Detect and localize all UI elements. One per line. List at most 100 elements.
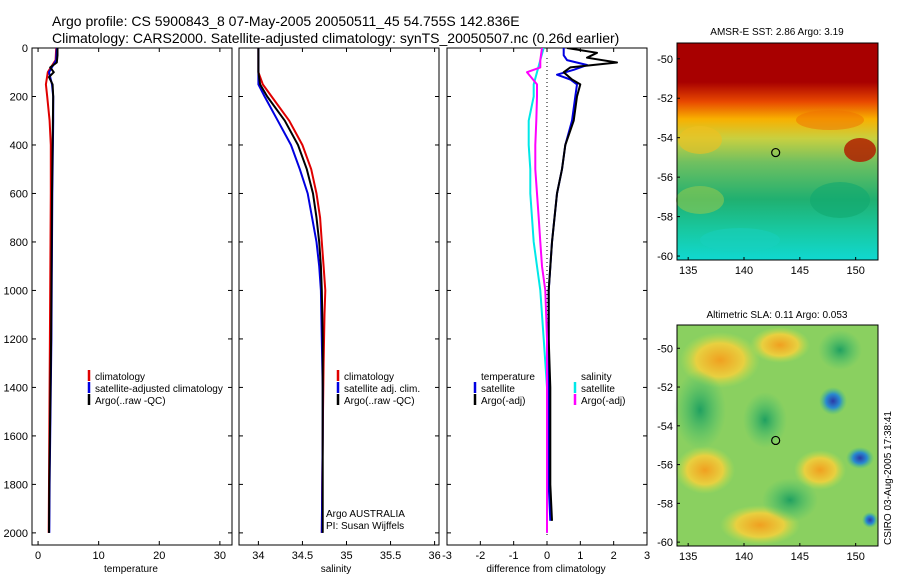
depth-tick-label: 2000: [4, 528, 28, 540]
temperature-panel: 0 200 400 600 800 1000 1200 1400 1600 1800 2000 0 1…: [4, 43, 233, 575]
sla-low-patch: [674, 370, 726, 450]
lon-tick-label: 140: [735, 551, 753, 563]
difference-legend-temperature: temperature satellite Argo(-adj): [473, 372, 535, 407]
temperature-axes-frame: [31, 47, 233, 546]
x-tick-label: 34: [252, 550, 264, 562]
sst-warm-patch: [844, 138, 876, 162]
difference-legend-salinity: salinity satellite Argo(-adj): [573, 372, 625, 407]
lat-tick-label: -50: [657, 343, 673, 355]
x-tick-label: 20: [153, 550, 165, 562]
sla-high-patch: [750, 327, 810, 363]
legend-label-salinity-argo: Argo(-adj): [581, 396, 625, 407]
temperature-xlabel: temperature: [104, 564, 158, 575]
lat-tick-label: -58: [657, 498, 673, 510]
series-line-argo-raw-qc: [48, 48, 59, 533]
float-pi-annotation: PI: Susan Wijffels: [326, 521, 404, 532]
depth-tick-label: 200: [10, 91, 28, 103]
x-tick-label: 0: [544, 550, 550, 562]
lon-tick-label: 145: [791, 265, 809, 277]
x-tick-label: 34.5: [292, 550, 313, 562]
legend-label-temperature-argo: Argo(-adj): [481, 396, 525, 407]
x-tick-label: 3: [644, 550, 650, 562]
lon-tick-label: 150: [846, 551, 864, 563]
x-tick-label: 35: [340, 550, 352, 562]
lon-tick-label: 135: [679, 265, 697, 277]
x-tick-label: 1: [577, 550, 583, 562]
depth-tick-label: 800: [10, 237, 28, 249]
sst-warm-patch: [678, 126, 722, 154]
lat-tick-label: -56: [657, 172, 673, 184]
lon-tick-label: 145: [791, 551, 809, 563]
difference-ticks: -3 -2 -1 0 1 2 3: [442, 48, 650, 562]
sla-map-panel: Altimetric SLA: 0.11 Argo: 0.053 135 140 1…: [657, 310, 879, 563]
x-tick-label: 35.5: [380, 550, 401, 562]
sla-high-patch: [675, 446, 735, 494]
sst-map-frame: [676, 42, 879, 261]
sst-cool-patch: [700, 228, 780, 252]
x-tick-label: 2: [611, 550, 617, 562]
lat-tick-label: -58: [657, 212, 673, 224]
sla-high-patch: [794, 450, 846, 490]
lon-tick-label: 150: [846, 265, 864, 277]
x-tick-label: 0: [35, 550, 41, 562]
difference-xlabel: difference from climatology: [486, 564, 605, 575]
figure-title-line1: Argo profile: CS 5900843_8 07-May-2005 2…: [52, 13, 520, 29]
lat-tick-label: -60: [657, 251, 673, 263]
lat-tick-label: -52: [657, 93, 673, 105]
depth-tick-label: 1800: [4, 479, 28, 491]
sst-field: [676, 43, 878, 260]
series-line-argo-raw-qc: [257, 48, 324, 533]
sst-cool-patch: [810, 182, 870, 218]
x-tick-label: -3: [442, 550, 452, 562]
depth-tick-label: 1200: [4, 334, 28, 346]
salinity-xlabel: salinity: [321, 564, 352, 575]
depth-tick-label: 600: [10, 188, 28, 200]
csiro-credit-timestamp: CSIRO 03-Aug-2005 17:38:41: [883, 411, 894, 545]
x-tick-label: 36: [428, 550, 440, 562]
depth-tick-label: 400: [10, 140, 28, 152]
lat-tick-label: -50: [657, 54, 673, 66]
sla-field: [674, 325, 878, 546]
temperature-legend: climatology satellite-adjusted climatolo…: [87, 370, 223, 407]
x-tick-label: 10: [93, 550, 105, 562]
legend-label-satellite-adjusted: satellite adj. clim.: [344, 384, 420, 395]
sla-map-title: Altimetric SLA: 0.11 Argo: 0.053: [706, 310, 847, 321]
legend-label-climatology: climatology: [95, 372, 145, 383]
sla-eddy-patch: [819, 387, 847, 415]
sst-warm-patch: [796, 110, 864, 130]
depth-tick-label: 1400: [4, 382, 28, 394]
temperature-ticks: 0 10 20 30: [35, 48, 226, 562]
lat-tick-label: -54: [657, 133, 673, 145]
argo-float-position-marker: [771, 147, 781, 158]
difference-lines: [526, 48, 618, 533]
sla-low-patch: [762, 478, 818, 522]
legend-label-climatology: climatology: [344, 372, 394, 383]
sla-low-patch: [743, 392, 787, 448]
salinity-depth-ticks: [239, 47, 439, 534]
x-tick-label: -2: [475, 550, 485, 562]
sla-longitude-ticks: 135 140 145 150: [679, 543, 865, 563]
legend-label-salinity-satellite: satellite: [581, 384, 615, 395]
difference-depth-ticks: [447, 47, 647, 534]
lon-tick-label: 140: [735, 265, 753, 277]
lat-tick-label: -54: [657, 421, 673, 433]
sst-map-panel: AMSR-E SST: 2.86 Argo: 3.19 135 140 145 150…: [657, 27, 879, 277]
sst-latitude-ticks: -50 -52 -54 -56 -58 -60: [657, 54, 680, 263]
legend-heading-temperature: temperature: [481, 372, 535, 383]
series-line-temperature-argo-adj: [547, 48, 618, 521]
depth-tick-label: 0: [22, 43, 28, 55]
legend-label-argo: Argo(..raw -QC): [344, 396, 415, 407]
sla-map-frame: [676, 324, 879, 547]
legend-label-satellite-adjusted: satellite-adjusted climatology: [95, 384, 223, 395]
depth-tick-label: 1000: [4, 285, 28, 297]
salinity-legend: climatology satellite adj. clim. Argo(..…: [336, 370, 420, 407]
float-operator-annotation: Argo AUSTRALIA: [326, 509, 405, 520]
depth-ticks: 0 200 400 600 800 1000 1200 1400 1600 1800 2000: [4, 43, 232, 540]
argo-float-position-marker: [771, 435, 781, 446]
sst-longitude-ticks: 135 140 145 150: [679, 257, 865, 277]
lat-tick-label: -52: [657, 382, 673, 394]
lat-tick-label: -60: [657, 537, 673, 549]
lat-tick-label: -56: [657, 460, 673, 472]
lon-tick-label: 135: [679, 551, 697, 563]
